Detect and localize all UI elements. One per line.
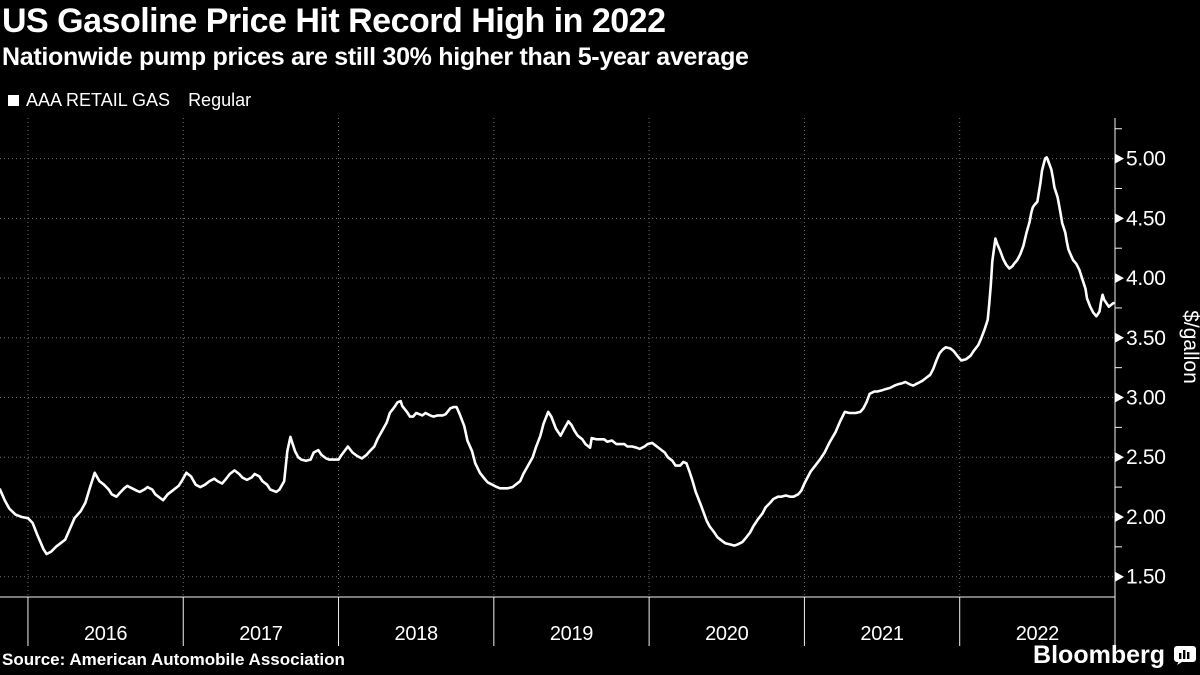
x-axis-tick-label: 2016 xyxy=(84,623,127,645)
y-axis-tick-marker xyxy=(1115,213,1124,224)
x-axis-tick-label: 2022 xyxy=(1016,623,1059,645)
x-axis-tick-label: 2018 xyxy=(395,623,438,645)
y-axis-tick-marker xyxy=(1115,452,1124,463)
y-axis-title: $/gallon xyxy=(1179,310,1200,384)
y-axis-tick-marker xyxy=(1115,153,1124,164)
page-subtitle: Nationwide pump prices are still 30% hig… xyxy=(2,43,749,71)
source-note: Source: American Automobile Association xyxy=(2,650,345,669)
y-axis-tick-marker xyxy=(1115,392,1124,403)
y-axis-tick-label: 1.50 xyxy=(1126,566,1166,589)
x-axis-tick-label: 2020 xyxy=(705,623,748,645)
legend-series-qualifier: Regular xyxy=(188,90,252,110)
y-axis-tick-label: 4.50 xyxy=(1126,207,1166,230)
legend-swatch-icon xyxy=(8,95,19,106)
x-axis-tick-label: 2017 xyxy=(239,623,282,645)
y-axis-tick-label: 2.50 xyxy=(1126,446,1166,469)
y-axis-tick-label: 3.00 xyxy=(1126,387,1166,410)
bloomberg-wordmark: Bloomberg xyxy=(1033,641,1165,669)
y-axis-tick-label: 2.00 xyxy=(1126,506,1166,529)
bloomberg-terminal-icon xyxy=(1174,646,1196,665)
page-title: US Gasoline Price Hit Record High in 202… xyxy=(2,2,666,40)
y-axis-tick-label: 3.50 xyxy=(1126,327,1166,350)
y-axis-tick-marker xyxy=(1115,332,1124,343)
legend: AAA RETAIL GAS Regular xyxy=(8,90,251,111)
legend-series-label: AAA RETAIL GAS xyxy=(26,90,171,110)
bloomberg-logo: Bloomberg xyxy=(1033,641,1196,670)
y-axis-tick-label: 5.00 xyxy=(1126,148,1166,171)
y-axis-tick-marker xyxy=(1115,571,1124,582)
y-axis-tick-label: 4.00 xyxy=(1126,267,1166,290)
price-line xyxy=(0,156,1115,556)
x-axis-tick-label: 2021 xyxy=(860,623,903,645)
y-axis-tick-marker xyxy=(1115,511,1124,522)
y-axis-tick-marker xyxy=(1115,273,1124,284)
x-axis-tick-label: 2019 xyxy=(550,623,593,645)
